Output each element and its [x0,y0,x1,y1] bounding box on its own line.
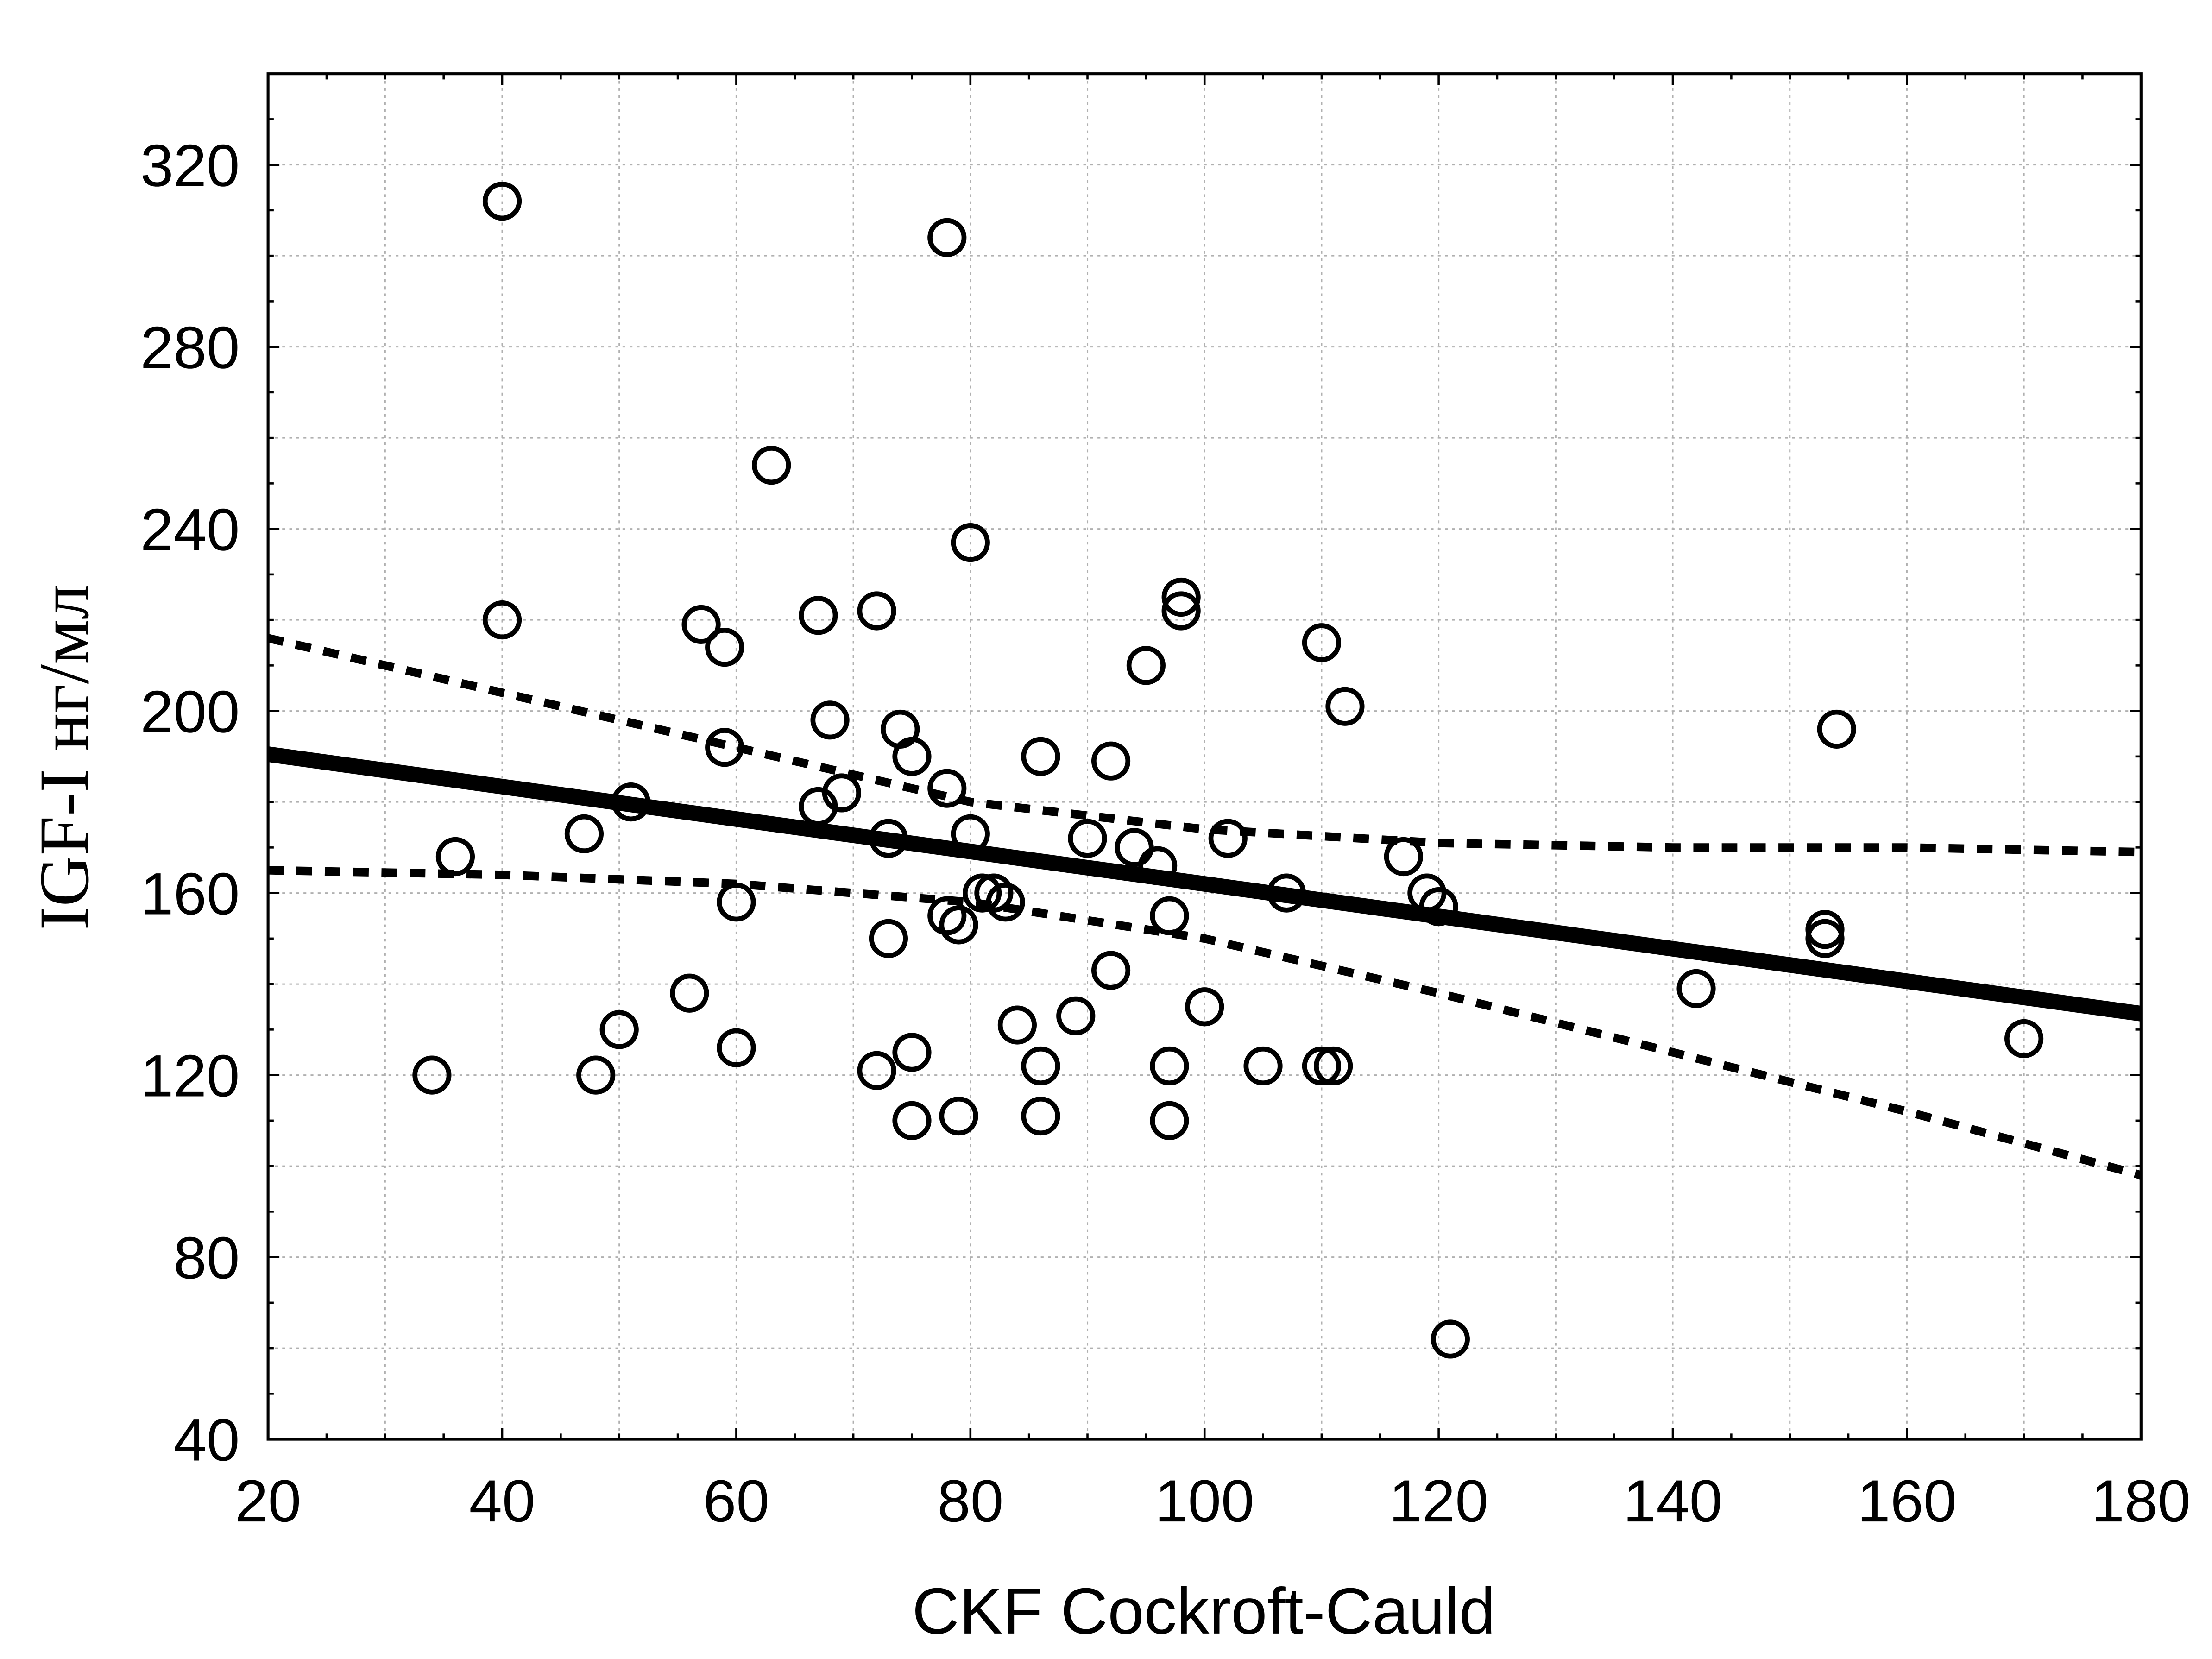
y-tick-label: 280 [140,315,239,381]
data-point [986,883,1025,922]
confidence-bands [267,634,2143,1180]
data-point [599,1010,639,1049]
data-point [1150,896,1189,935]
data-point [1150,1101,1189,1140]
data-point [939,1096,978,1136]
data-point [1161,591,1201,631]
data-point [1267,873,1306,913]
data-point [963,873,1002,913]
data-point [799,596,838,635]
x-tick-label: 40 [469,1468,536,1534]
ci-lower-line [268,866,2143,1180]
data-point [1150,1046,1189,1086]
data-point [1021,737,1060,776]
x-tick-label: 160 [1857,1468,1956,1534]
data-point [482,182,522,221]
data-point [1805,919,1845,958]
data-point [611,782,651,822]
x-tick-label: 120 [1389,1468,1488,1534]
data-point [412,1055,452,1095]
data-point [799,787,838,826]
data-point [892,1033,932,1072]
data-point [857,1051,896,1090]
y-tick-label: 160 [140,861,239,927]
data-point [1185,987,1224,1027]
data-point [1138,846,1178,885]
data-point [927,218,967,257]
data-point [1419,887,1458,927]
data-point [892,1101,932,1140]
data-points [412,182,2044,1359]
data-point [1091,741,1131,781]
data-point [435,837,475,877]
data-point [869,819,908,858]
data-point [927,769,967,808]
data-point [482,600,522,640]
data-point [670,973,709,1013]
data-point [939,905,978,945]
data-point [752,446,791,485]
data-point [1817,709,1856,749]
x-axis-label: CKF Cockroft-Cauld [912,1575,1496,1647]
data-point [2004,1019,2044,1059]
data-point [974,873,1014,913]
x-tick-label: 20 [235,1468,301,1534]
data-point [1384,837,1423,877]
ci-upper-line [267,634,2141,857]
data-point [564,814,604,853]
x-tick-label: 140 [1623,1468,1722,1534]
data-point [1302,1046,1341,1086]
data-point [892,737,932,776]
data-point [1325,687,1365,726]
data-point [869,919,908,958]
regression-line [267,746,2143,1022]
data-point [705,728,744,767]
y-tick-label: 120 [140,1043,239,1110]
data-point [1068,819,1107,858]
data-point [705,627,744,667]
data-point [1208,819,1248,858]
data-point [1021,1096,1060,1136]
axis-ticks: 20 40 60 80 100 120 140 160 18040801201602002402… [140,72,2191,1534]
data-point [951,814,990,853]
data-point [1243,1046,1283,1086]
x-tick-label: 100 [1155,1468,1254,1534]
data-point [810,700,850,740]
y-tick-label: 320 [140,133,239,199]
data-point [1161,577,1201,617]
data-point [997,1005,1037,1045]
y-tick-label: 240 [140,497,239,563]
data-point [717,1028,756,1067]
y-tick-label: 40 [173,1407,239,1474]
y-tick-label: 200 [140,679,239,745]
data-point [1021,1046,1060,1086]
data-point [927,896,967,935]
regression-line-group [267,746,2143,1022]
data-point [951,523,990,562]
x-tick-label: 60 [703,1468,769,1534]
data-point [1676,969,1716,1009]
data-point [1431,1319,1470,1359]
data-point [717,883,756,922]
data-point [576,1055,616,1095]
data-point [1126,646,1166,685]
data-point [681,605,721,644]
x-tick-label: 80 [937,1468,1003,1534]
y-tick-label: 80 [173,1225,239,1292]
data-point [1302,623,1341,662]
y-axis-label: IGF-I нг/мл [25,584,104,930]
grid [268,74,2141,1439]
data-point [1115,828,1154,867]
x-tick-label: 180 [2092,1468,2191,1534]
data-point [1056,996,1096,1035]
data-point [1091,951,1131,990]
data-point [857,591,896,631]
data-point [1314,1046,1353,1086]
